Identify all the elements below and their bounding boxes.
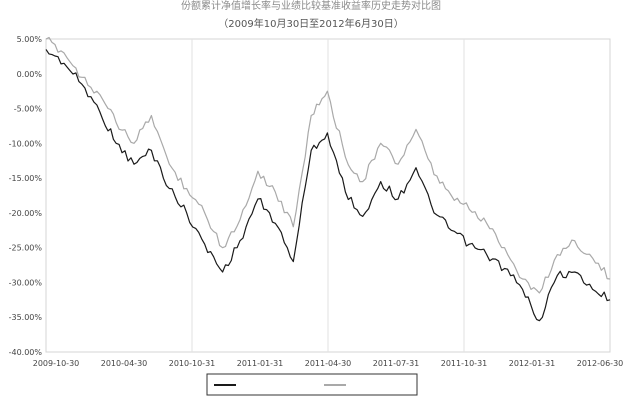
x-tick-label: 2011-10-31 <box>441 359 488 368</box>
y-tick-label: 5.00% <box>17 35 43 44</box>
series-line-1 <box>45 49 611 322</box>
y-tick-label: -15.00% <box>9 174 43 183</box>
x-tick-label: 2010-04-30 <box>101 359 148 368</box>
x-tick-label: 2009-10-30 <box>33 359 80 368</box>
y-tick-label: -10.00% <box>9 139 43 148</box>
series-line-2 <box>45 36 611 294</box>
x-tick-label: 2011-04-30 <box>305 359 352 368</box>
x-tick-label: 2011-07-31 <box>373 359 420 368</box>
y-tick-label: 0.00% <box>17 70 43 79</box>
legend <box>206 373 418 396</box>
x-tick-label: 2012-01-31 <box>509 359 556 368</box>
y-tick-label: -25.00% <box>9 244 43 253</box>
y-tick-label: -35.00% <box>9 313 43 322</box>
chart-title: 份额累计净值增长率与业绩比较基准收益率历史走势对比图 <box>181 0 441 12</box>
y-tick-label: -40.00% <box>9 348 43 357</box>
y-tick-label: -30.00% <box>9 278 43 287</box>
chart-subtitle: （2009年10月30日至2012年6月30日） <box>218 17 403 30</box>
x-tick-label: 2012-06-30 <box>577 359 623 368</box>
x-tick-label: 2010-10-31 <box>169 359 216 368</box>
legend-box <box>206 373 418 396</box>
x-tick-label: 2011-01-31 <box>237 359 284 368</box>
y-tick-label: -20.00% <box>9 209 43 218</box>
y-tick-label: -5.00% <box>14 105 43 114</box>
